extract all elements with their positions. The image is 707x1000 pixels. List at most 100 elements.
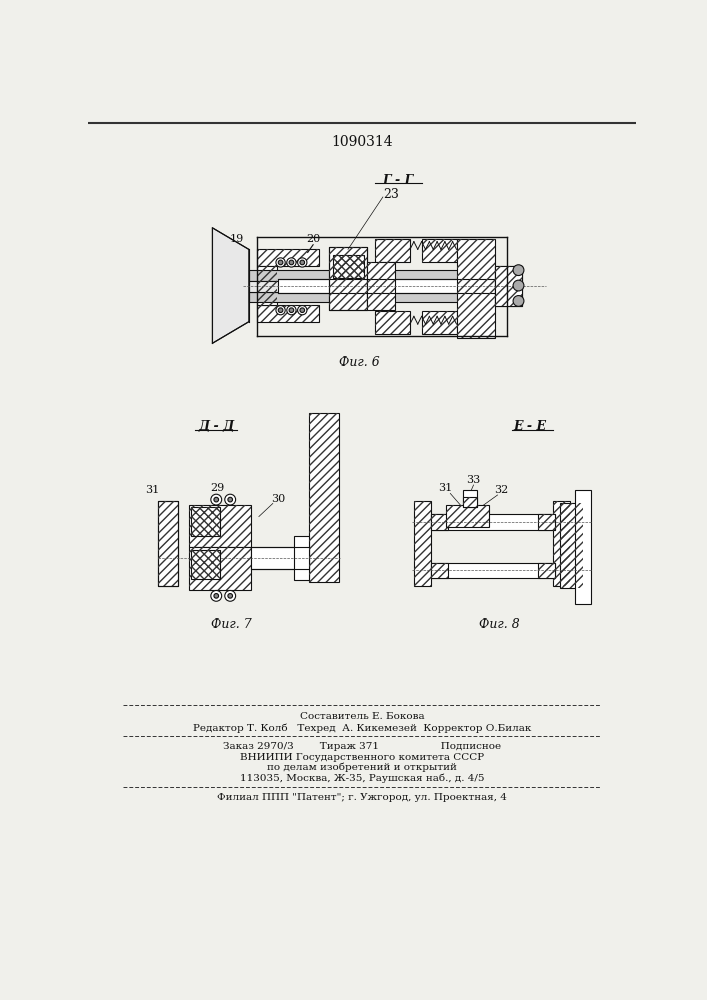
- Circle shape: [279, 260, 283, 265]
- Text: 30: 30: [271, 494, 286, 504]
- Circle shape: [513, 296, 524, 306]
- Circle shape: [298, 258, 307, 267]
- Bar: [431, 514, 448, 530]
- Bar: [464, 497, 477, 507]
- Text: Фиг. 7: Фиг. 7: [211, 618, 252, 631]
- Bar: [189, 547, 251, 590]
- Bar: [329, 247, 368, 310]
- Bar: [368, 262, 395, 310]
- Text: Фиг. 8: Фиг. 8: [479, 618, 520, 631]
- Bar: [375, 311, 410, 334]
- Bar: [464, 497, 477, 507]
- Bar: [421, 311, 457, 334]
- Bar: [158, 501, 177, 586]
- Bar: [191, 550, 220, 579]
- Circle shape: [300, 308, 305, 312]
- Text: Д - Д: Д - Д: [198, 420, 235, 433]
- Bar: [257, 305, 320, 322]
- Bar: [431, 514, 555, 530]
- Circle shape: [225, 590, 235, 601]
- Bar: [495, 266, 522, 306]
- Bar: [158, 501, 177, 586]
- Bar: [538, 514, 555, 530]
- Circle shape: [300, 260, 305, 265]
- Bar: [329, 247, 368, 310]
- Text: ВНИИПИ Государственного комитета СССР: ВНИИПИ Государственного комитета СССР: [240, 753, 484, 762]
- Circle shape: [228, 497, 233, 502]
- Text: Заказ 2970/3        Тираж 371                   Подписное: Заказ 2970/3 Тираж 371 Подписное: [223, 742, 501, 751]
- Bar: [332, 255, 363, 278]
- Bar: [495, 266, 522, 306]
- Text: 33: 33: [467, 475, 481, 485]
- Bar: [554, 501, 571, 586]
- Bar: [559, 503, 583, 588]
- Circle shape: [211, 590, 222, 601]
- Bar: [495, 266, 522, 306]
- Circle shape: [214, 594, 218, 598]
- Bar: [189, 505, 251, 547]
- Bar: [457, 239, 495, 338]
- Text: 32: 32: [494, 485, 508, 495]
- Bar: [249, 270, 505, 281]
- Bar: [309, 413, 339, 582]
- Bar: [464, 490, 477, 507]
- Text: 31: 31: [438, 483, 452, 493]
- Bar: [257, 305, 320, 322]
- Bar: [446, 505, 489, 527]
- Circle shape: [287, 258, 296, 267]
- Bar: [421, 311, 457, 334]
- Bar: [375, 311, 410, 334]
- Bar: [257, 266, 276, 305]
- Bar: [575, 490, 590, 604]
- Bar: [189, 547, 251, 590]
- Circle shape: [298, 306, 307, 315]
- Bar: [414, 501, 431, 586]
- Bar: [309, 413, 339, 582]
- Bar: [279, 279, 495, 293]
- Bar: [329, 247, 368, 310]
- Bar: [257, 249, 320, 266]
- Bar: [431, 514, 448, 530]
- Text: 1090314: 1090314: [331, 135, 393, 149]
- Circle shape: [513, 265, 524, 276]
- Text: по делам изобретений и открытий: по делам изобретений и открытий: [267, 763, 457, 772]
- Circle shape: [225, 494, 235, 505]
- Text: 29: 29: [211, 483, 225, 493]
- Text: Е - Е: Е - Е: [513, 420, 547, 433]
- Bar: [191, 507, 220, 536]
- Bar: [375, 239, 410, 262]
- Circle shape: [214, 497, 218, 502]
- Bar: [431, 563, 555, 578]
- Bar: [249, 281, 505, 292]
- Bar: [559, 503, 583, 588]
- Bar: [158, 501, 177, 586]
- Circle shape: [276, 306, 285, 315]
- Bar: [332, 255, 363, 278]
- Circle shape: [279, 308, 283, 312]
- Text: 20: 20: [306, 234, 320, 244]
- Bar: [538, 563, 555, 578]
- Circle shape: [289, 308, 293, 312]
- Circle shape: [513, 280, 524, 291]
- Bar: [191, 507, 220, 536]
- Circle shape: [287, 306, 296, 315]
- Bar: [293, 536, 309, 580]
- Bar: [431, 563, 448, 578]
- Bar: [191, 550, 220, 579]
- Bar: [538, 514, 555, 530]
- Circle shape: [211, 494, 222, 505]
- Text: 31: 31: [145, 485, 159, 495]
- Bar: [554, 501, 571, 586]
- Text: Филиал ППП "Патент"; г. Ужгород, ул. Проектная, 4: Филиал ППП "Патент"; г. Ужгород, ул. Про…: [217, 793, 507, 802]
- Text: Составитель Е. Бокова: Составитель Е. Бокова: [300, 712, 424, 721]
- Bar: [257, 266, 276, 305]
- Text: Г - Г: Г - Г: [382, 174, 414, 187]
- Bar: [189, 505, 251, 547]
- Bar: [368, 262, 395, 310]
- Bar: [414, 501, 431, 586]
- Bar: [421, 239, 457, 262]
- Circle shape: [276, 258, 285, 267]
- Circle shape: [289, 260, 293, 265]
- Bar: [431, 563, 448, 578]
- Text: 19: 19: [229, 234, 243, 244]
